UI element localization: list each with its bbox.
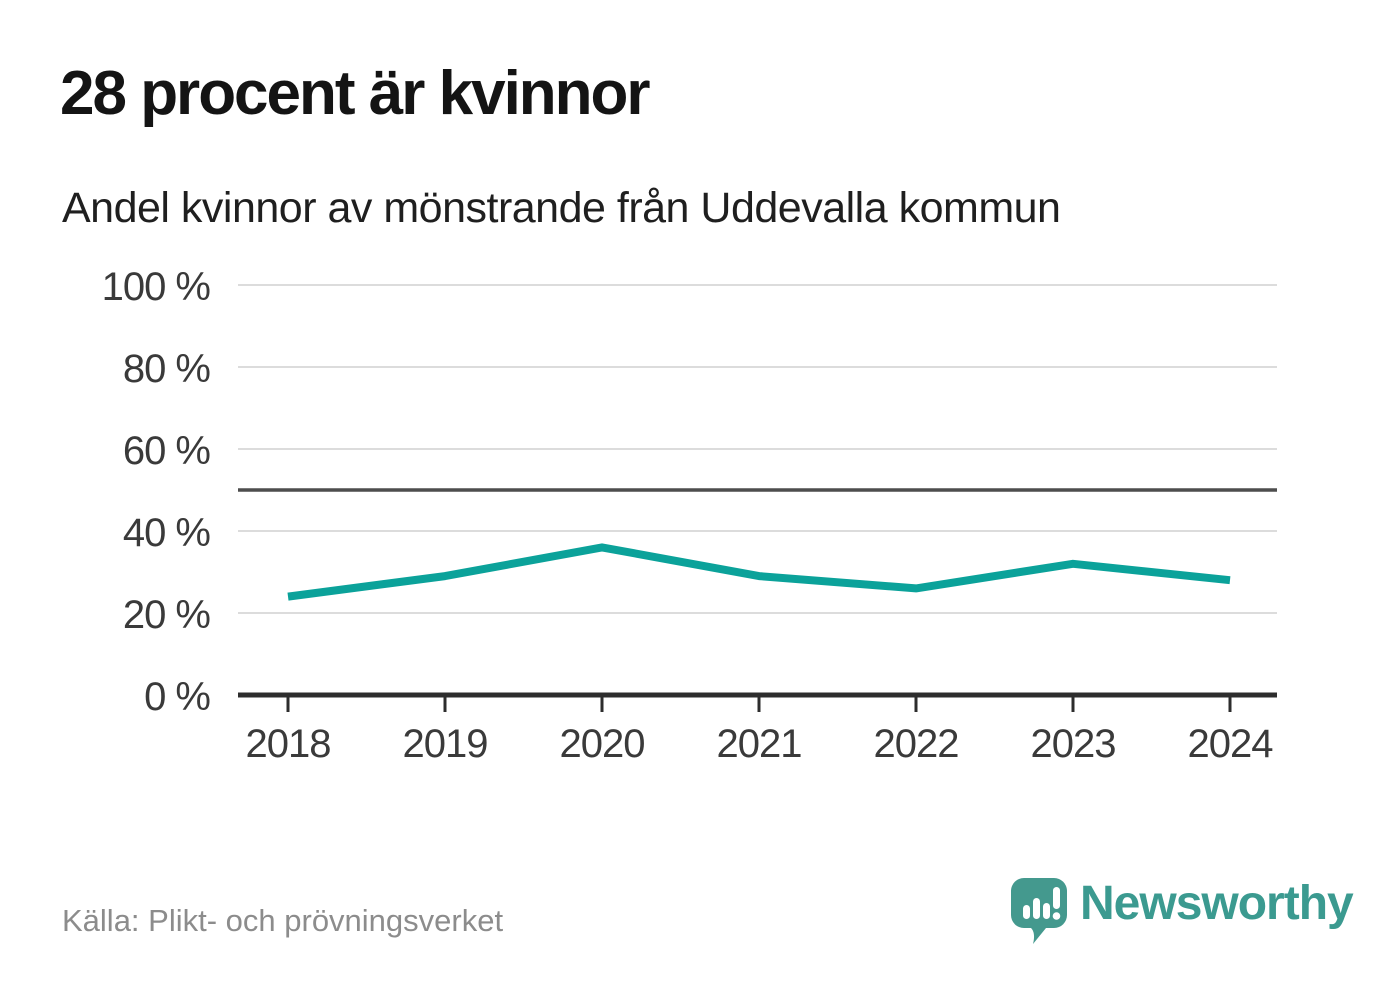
y-axis-label: 60 % (123, 429, 211, 473)
chart-subtitle: Andel kvinnor av mönstrande från Uddeval… (62, 184, 1061, 232)
x-axis-label: 2024 (1188, 722, 1274, 766)
x-axis-label: 2022 (874, 722, 959, 766)
bar-medium (1043, 903, 1050, 919)
y-axis-label: 40 % (123, 511, 211, 555)
x-axis-label: 2018 (246, 722, 331, 766)
bar-tall (1033, 898, 1040, 919)
y-axis-label: 0 % (144, 675, 210, 719)
y-axis-label: 80 % (123, 347, 211, 391)
x-axis-label: 2020 (560, 722, 645, 766)
bar-small (1023, 905, 1030, 919)
exclamation-dot (1052, 912, 1061, 920)
line-chart: 0 % 20 % 40 % 60 % 80 % 100 % 2018 2019 2020 2021… (102, 265, 1277, 766)
exclamation-bar (1053, 887, 1060, 909)
y-axis-label: 100 % (102, 265, 211, 309)
y-axis-label: 20 % (123, 593, 211, 637)
source-caption: Källa: Plikt- och prövningsverket (62, 903, 504, 938)
x-axis-label: 2021 (717, 722, 802, 766)
data-line (287, 543, 1231, 601)
speech-bubble-bar-chart-icon (1011, 878, 1067, 944)
x-axis-label: 2023 (1031, 722, 1116, 766)
brand-logo: Newsworthy (1010, 876, 1354, 948)
brand-name: Newsworthy (1080, 877, 1354, 930)
page-title: 28 procent är kvinnor (60, 59, 651, 128)
x-axis-label: 2019 (403, 722, 488, 766)
